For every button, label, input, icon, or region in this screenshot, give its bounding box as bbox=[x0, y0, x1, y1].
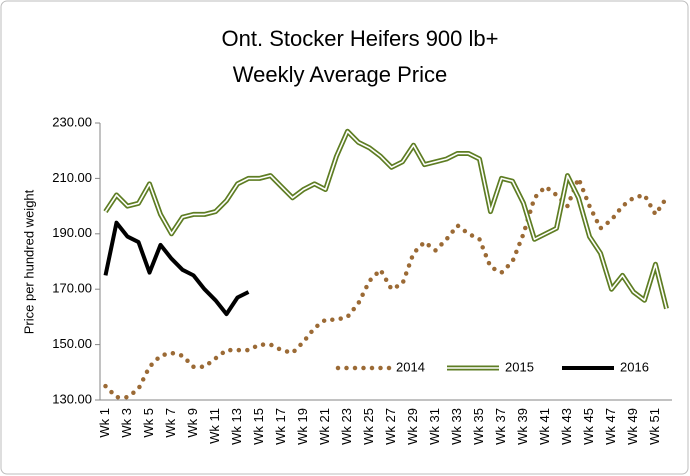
x-tick-label: Wk 1 bbox=[97, 408, 112, 438]
x-tick-label: Wk 37 bbox=[493, 408, 508, 445]
y-tick-label: 150.00 bbox=[52, 336, 92, 351]
x-tick-label: Wk 45 bbox=[581, 408, 596, 445]
x-tick-label: Wk 23 bbox=[339, 408, 354, 445]
y-axis-label: Price per hundred weight bbox=[21, 189, 36, 334]
x-tick-label: Wk 13 bbox=[229, 408, 244, 445]
legend-label: 2016 bbox=[620, 359, 649, 374]
x-tick-label: Wk 21 bbox=[317, 408, 332, 445]
x-tick-label: Wk 9 bbox=[185, 408, 200, 438]
y-tick-label: 170.00 bbox=[52, 281, 92, 296]
series-line-inner bbox=[104, 130, 668, 309]
x-tick-label: Wk 25 bbox=[361, 408, 376, 445]
x-tick-label: Wk 51 bbox=[647, 408, 662, 445]
x-tick-label: Wk 47 bbox=[603, 408, 618, 445]
y-tick-label: 190.00 bbox=[52, 225, 92, 240]
x-tick-label: Wk 5 bbox=[141, 408, 156, 438]
y-tick-label: 230.00 bbox=[52, 114, 92, 129]
chart-subtitle: Weekly Average Price bbox=[233, 62, 447, 87]
x-tick-label: Wk 3 bbox=[119, 408, 134, 438]
x-tick-label: Wk 29 bbox=[405, 408, 420, 445]
x-tick-label: Wk 19 bbox=[295, 408, 310, 445]
legend-label: 2014 bbox=[396, 359, 425, 374]
x-tick-label: Wk 33 bbox=[449, 408, 464, 445]
y-tick-label: 130.00 bbox=[52, 391, 92, 406]
x-tick-label: Wk 35 bbox=[471, 408, 486, 445]
x-tick-label: Wk 31 bbox=[427, 408, 442, 445]
x-tick-label: Wk 17 bbox=[273, 408, 288, 445]
x-tick-label: Wk 11 bbox=[207, 408, 222, 444]
chart-title: Ont. Stocker Heifers 900 lb+ bbox=[222, 26, 499, 51]
x-tick-label: Wk 7 bbox=[163, 408, 178, 438]
y-tick-label: 210.00 bbox=[52, 170, 92, 185]
x-tick-label: Wk 39 bbox=[515, 408, 530, 445]
x-tick-label: Wk 27 bbox=[383, 408, 398, 445]
x-tick-label: Wk 41 bbox=[537, 408, 552, 445]
x-tick-label: Wk 15 bbox=[251, 408, 266, 445]
x-tick-label: Wk 43 bbox=[559, 408, 574, 445]
x-tick-label: Wk 49 bbox=[625, 408, 640, 445]
series-line bbox=[103, 220, 250, 317]
legend-label: 2015 bbox=[505, 359, 534, 374]
